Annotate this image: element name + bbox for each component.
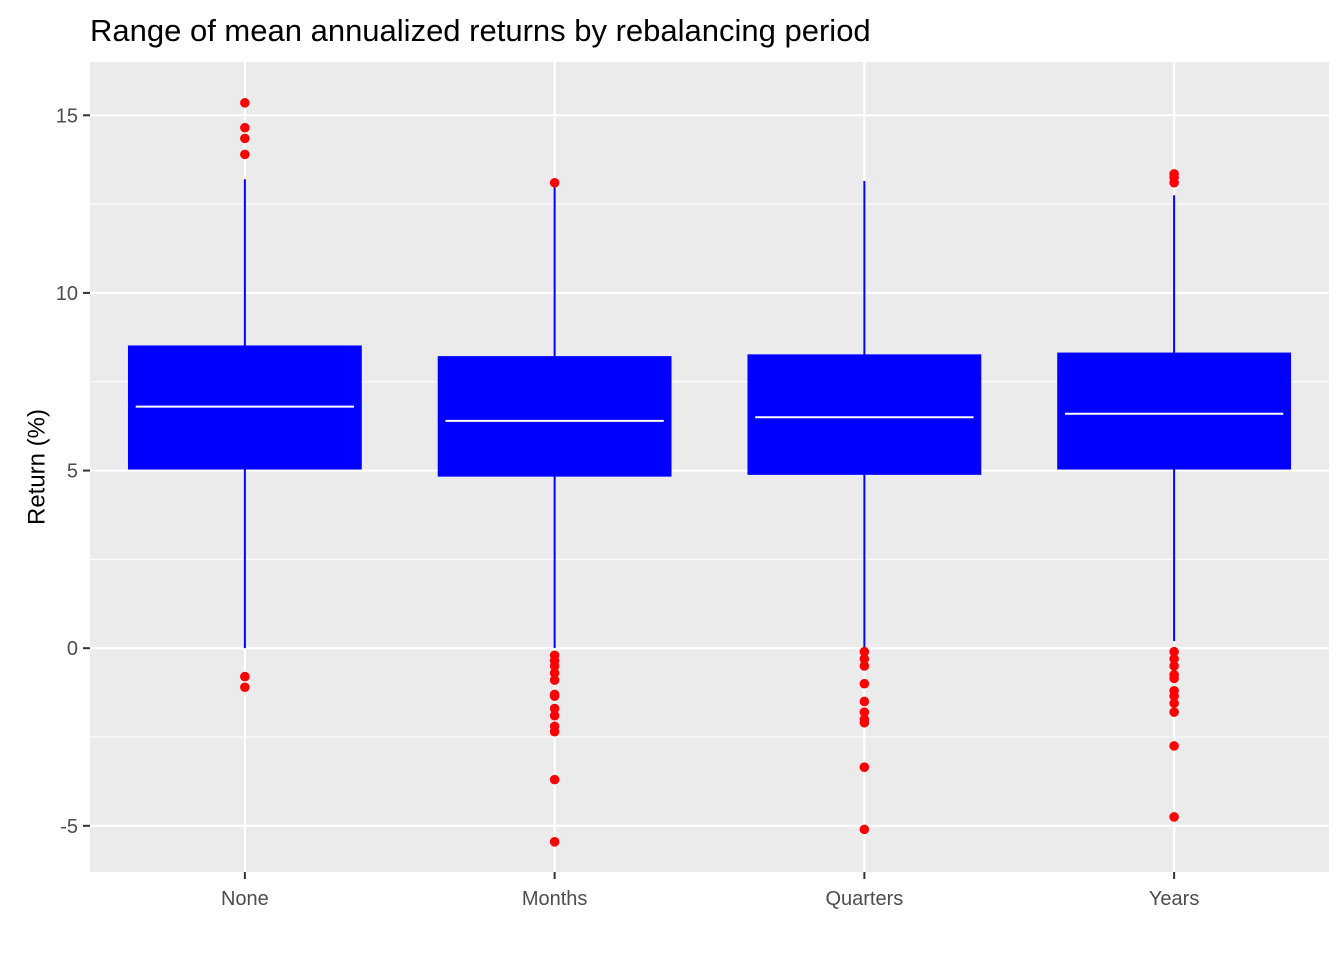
boxes-layer [127,98,1292,847]
outlier-point [859,654,870,664]
box-years [1057,169,1292,822]
outlier-point [1169,698,1179,709]
x-tick-label: Years [1149,888,1199,910]
x-tick-label: None [221,888,269,910]
outlier-point [549,691,560,701]
y-tick-label: 15 [56,105,78,127]
outlier-point [859,661,870,671]
outlier-point [1169,741,1179,751]
outlier-point [240,682,250,693]
outlier-point [1169,707,1179,717]
outlier-point [859,646,870,657]
y-tick-label: -5 [60,816,78,838]
outlier-point [240,133,250,144]
outlier-point [859,707,870,717]
outlier-point [1169,177,1179,188]
outlier-point [549,703,560,714]
outlier-point [549,675,560,685]
iqr-box [437,356,672,477]
outlier-point [549,774,560,785]
outlier-point [859,824,870,835]
outlier-point [1169,673,1179,684]
outlier-point [240,671,250,682]
outlier-point [859,717,870,728]
outlier-point [549,837,560,847]
outlier-point [549,710,560,721]
outlier-point [859,696,870,707]
iqr-box [1057,352,1292,470]
outlier-point [549,726,560,737]
x-tick-label: Quarters [825,888,903,910]
box-none [127,98,362,693]
y-tick-label: 0 [67,638,78,660]
outlier-point [859,762,870,772]
outlier-point [240,122,250,133]
outlier-point [1169,661,1179,671]
y-axis-title: Return (%) [23,409,50,525]
outlier-point [1169,654,1179,664]
box-months [437,177,672,847]
outlier-point [240,149,250,160]
outlier-point [859,678,870,689]
outlier-point [1169,691,1179,701]
outlier-point [1169,812,1179,822]
box-quarters [747,181,982,835]
y-tick-label: 5 [67,461,78,483]
y-axis: -5 0 5 10 15 [56,105,90,838]
chart-title: Range of mean annualized returns by reba… [90,13,871,48]
x-axis: None Months Quarters Years [221,872,1199,910]
outlier-point [240,98,250,108]
iqr-box [747,354,982,475]
x-tick-label: Months [522,888,588,910]
outlier-point [1169,646,1179,657]
outlier-point [549,668,560,678]
outlier-point [549,177,560,188]
outlier-point [549,661,560,671]
y-tick-label: 10 [56,283,78,305]
